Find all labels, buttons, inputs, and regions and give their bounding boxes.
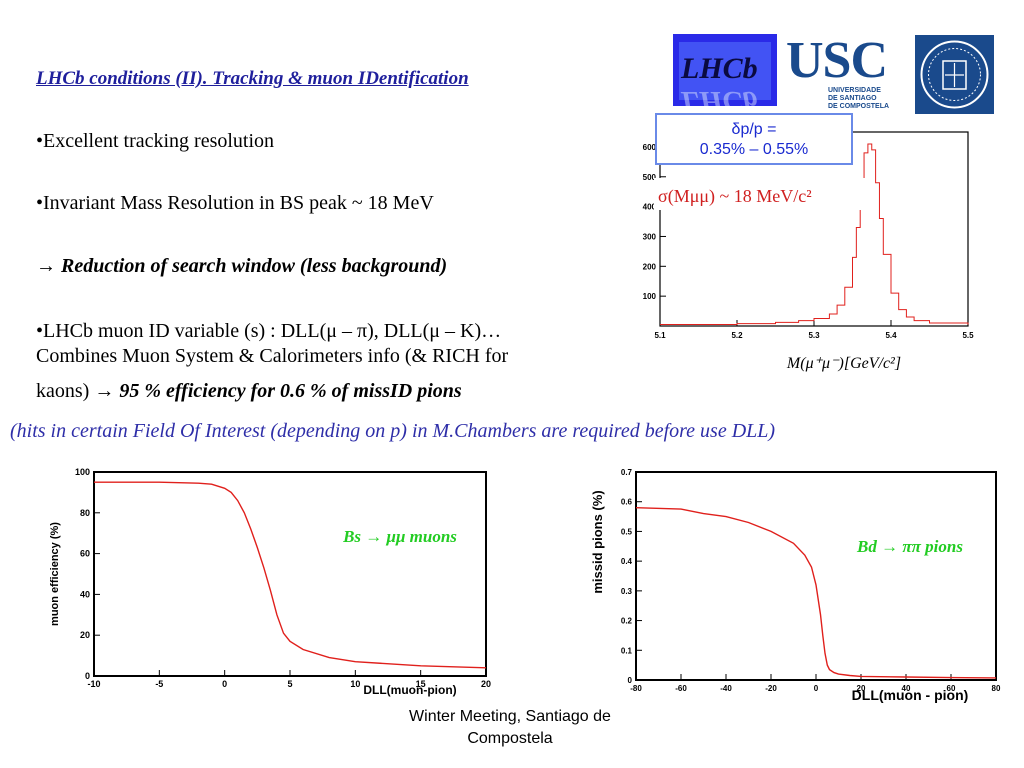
usc-seal bbox=[915, 35, 994, 114]
arrow-right-icon: → bbox=[36, 255, 56, 277]
x-axis-label: M(μ⁺μ⁻)[GeV/c²] bbox=[786, 355, 901, 372]
x-tick-label: 5.2 bbox=[731, 331, 743, 340]
arrow-line: → Reduction of search window (less backg… bbox=[36, 254, 447, 278]
x-tick-label: 10 bbox=[350, 679, 360, 689]
field-of-interest-note: (hits in certain Field Of Interest (depe… bbox=[10, 420, 776, 442]
x-tick-label: 40 bbox=[902, 684, 911, 693]
y-tick-label: 0.1 bbox=[621, 646, 633, 655]
x-tick-label: 60 bbox=[947, 684, 956, 693]
y-tick-label: 40 bbox=[80, 589, 90, 599]
x-axis-label: DLL(muon - pion) bbox=[852, 687, 969, 703]
x-tick-label: 5.4 bbox=[885, 331, 897, 340]
resolution-inset-line1: δp/p = bbox=[732, 121, 777, 138]
y-tick-label: 0.7 bbox=[621, 468, 633, 477]
x-tick-label: 20 bbox=[481, 679, 491, 689]
y-tick-label: 300 bbox=[643, 232, 657, 241]
bullet-muon-id-line2: Combines Muon System & Calorimeters info… bbox=[36, 345, 509, 367]
usc-logo-line3: DE COMPOSTELA bbox=[828, 103, 890, 110]
usc-logo: USC UNIVERSIDADE DE SANTIAGO DE COMPOSTE… bbox=[786, 35, 908, 115]
x-tick-label: -20 bbox=[765, 684, 777, 693]
y-tick-label: 200 bbox=[643, 262, 657, 271]
usc-logo-line1: UNIVERSIDADE bbox=[828, 87, 881, 94]
lhcb-logo-reflection: LHCb bbox=[680, 85, 758, 106]
y-tick-label: 60 bbox=[80, 549, 90, 559]
x-tick-label: 5 bbox=[287, 679, 292, 689]
bullet-muon-id: •LHCb muon ID variable (s) : DLL(μ – π),… bbox=[36, 320, 502, 342]
lhcb-logo-text: LHCb bbox=[680, 52, 758, 85]
y-tick-label: 0.2 bbox=[621, 617, 633, 626]
sigma-annotation: σ(Mμμ) ~ 18 MeV/c² bbox=[658, 186, 812, 207]
bullet-tracking: •Excellent tracking resolution bbox=[36, 130, 275, 152]
footer-line2: Compostela bbox=[467, 730, 553, 747]
data-curve bbox=[635, 507, 997, 679]
bullet-muon-id-line3: kaons) → 95 % efficiency for 0.6 % of mi… bbox=[36, 379, 462, 403]
bullet-muon-id-emphasis: 95 % efficiency for 0.6 % of missID pion… bbox=[119, 380, 462, 402]
muon-efficiency-chart: -10 -5 0 5 10 15 20 0 20 40 60 80 100 muon efficiency… bbox=[49, 467, 491, 697]
x-tick-label: 20 bbox=[857, 684, 866, 693]
y-tick-label: 600 bbox=[643, 143, 657, 152]
y-axis-label: muon efficiency (%) bbox=[49, 522, 61, 626]
x-axis-label: DLL(muon-pion) bbox=[363, 683, 456, 697]
y-tick-label: 0.4 bbox=[621, 557, 633, 566]
y-tick-label: 80 bbox=[80, 508, 90, 518]
y-tick-label: 500 bbox=[643, 173, 657, 182]
missid-pions-chart: -80 -60 -40 -20 0 20 40 60 80 0 0.1 0.2 0.3 0.4 0.5 0.6… bbox=[590, 468, 1001, 703]
x-tick-label: 0 bbox=[814, 684, 819, 693]
bullet-muon-id-prefix: kaons) bbox=[36, 380, 90, 402]
y-tick-label: 0 bbox=[628, 676, 633, 685]
resolution-inset bbox=[655, 113, 853, 165]
usc-seal-graphic bbox=[920, 40, 989, 109]
footer-line1: Winter Meeting, Santiago de bbox=[409, 708, 611, 725]
data-curve bbox=[660, 143, 969, 326]
usc-logo-line2: DE SANTIAGO bbox=[828, 95, 877, 102]
y-tick-label: 100 bbox=[643, 292, 657, 301]
slide-title: LHCb conditions (II). Tracking & muon ID… bbox=[36, 68, 469, 89]
lhcb-logo: LHCb LHCb bbox=[673, 34, 777, 106]
x-tick-label: 0 bbox=[222, 679, 227, 689]
y-tick-label: 400 bbox=[643, 203, 657, 212]
x-tick-label: 80 bbox=[992, 684, 1001, 693]
y-tick-label: 100 bbox=[75, 467, 90, 477]
y-tick-label: 0.5 bbox=[621, 527, 633, 536]
x-tick-label: 15 bbox=[416, 679, 426, 689]
y-tick-label: 0.6 bbox=[621, 498, 633, 507]
annotation-bg bbox=[654, 178, 866, 210]
data-curve bbox=[94, 481, 487, 669]
plot-frame bbox=[635, 471, 997, 681]
x-tick-label: 5.5 bbox=[962, 331, 974, 340]
y-tick-label: 20 bbox=[80, 630, 90, 640]
bs-muons-label: Bs → μμ muons bbox=[342, 527, 457, 546]
arrow-right-icon: → bbox=[94, 380, 115, 402]
x-tick-label: -5 bbox=[155, 679, 163, 689]
y-tick-label: 0.3 bbox=[621, 587, 633, 596]
bd-pions-label: Bd → ππ pions bbox=[856, 537, 963, 556]
lhcb-logo-graphic: LHCb LHCb bbox=[673, 34, 777, 106]
arrow-line-text: Reduction of search window (less backgro… bbox=[61, 255, 448, 277]
x-tick-label: -60 bbox=[675, 684, 687, 693]
x-tick-label: 5.3 bbox=[808, 331, 820, 340]
plot-frame bbox=[93, 471, 487, 677]
mass-histogram-chart: 5.1 5.2 5.3 5.4 5.5 100 200 300 400 500 600 δp/p = 0… bbox=[643, 113, 974, 372]
bullet-mass-resolution: •Invariant Mass Resolution in BS peak ~ … bbox=[36, 192, 434, 214]
y-tick-label: 0 bbox=[85, 671, 90, 681]
usc-logo-text: USC bbox=[786, 32, 888, 89]
footer: Winter Meeting, Santiago de Compostela bbox=[380, 706, 640, 750]
y-axis-label: missid pions (%) bbox=[590, 490, 605, 593]
x-tick-label: 5.1 bbox=[654, 331, 666, 340]
resolution-inset-line2: 0.35% – 0.55% bbox=[700, 141, 809, 158]
x-tick-label: -80 bbox=[630, 684, 642, 693]
x-tick-label: -40 bbox=[720, 684, 732, 693]
x-tick-label: -10 bbox=[87, 679, 100, 689]
